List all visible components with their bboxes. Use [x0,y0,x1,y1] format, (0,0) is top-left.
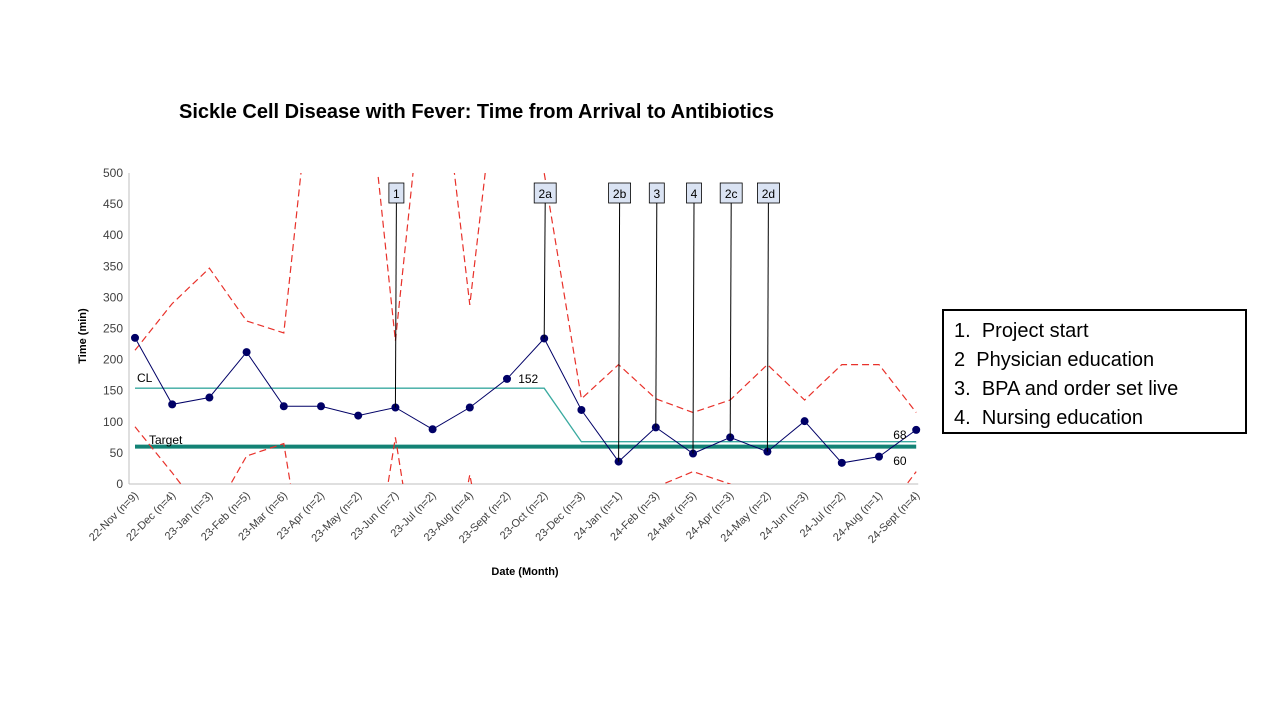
y-tick-label: 50 [110,446,124,460]
lines-layer [131,173,921,484]
y-tick-label: 350 [103,259,123,273]
legend-item-text: BPA and order set live [981,378,1179,400]
y-tick-label: 0 [116,477,123,491]
legend-item-number: 4. [954,407,971,429]
data-point [465,403,474,412]
legend-item: 1. Project start [954,317,1245,346]
annotation-leader [692,202,695,454]
data-point [503,374,511,383]
annotation-label: 2c [725,187,738,201]
annotation-leader [655,202,658,428]
annotation-label: 4 [691,187,698,201]
annotation-label: 2a [539,187,553,201]
data-line [134,337,917,464]
annotation-label: 1 [393,187,400,201]
y-tick-label: 450 [103,197,123,211]
legend-item-number: 2 [954,349,966,371]
x-axis-title: Date (Month) [491,566,559,578]
legend-item-text: Physician education [976,349,1155,371]
annotation-label: 2b [613,187,627,201]
legend-item-text: Project start [981,320,1089,342]
annotation-leader [543,202,546,339]
y-tick-label: 300 [103,290,123,304]
annotation-box [388,182,405,204]
annotation-box [757,182,780,204]
y-tick-label: 200 [103,353,123,367]
y-tick-label: 150 [103,384,123,398]
upper-control-limit [134,173,917,414]
legend-item: 3. BPA and order set live [954,375,1245,404]
label-layer: CL Target 152 68 60 [137,371,907,468]
annotation-label: 2d [762,187,775,201]
data-point [205,393,214,402]
data-point [317,402,325,411]
lower-control-limit [134,426,917,484]
annotation-leader [618,202,621,462]
target-line-label: Target [149,433,183,447]
legend-item-text: Nursing education [981,407,1144,429]
annotation-leader [729,202,732,438]
data-point [428,425,437,434]
annotation-layer: 1 2a 2b 3 4 2c 2d [388,182,780,462]
data-point [837,458,846,467]
y-tick-label: 400 [103,228,123,242]
center-line-label: CL [137,371,153,385]
annotation-leader [394,202,397,408]
legend-item-number: 3. [954,378,971,400]
intervention-legend: 1. Project start 2 Physician education 3… [942,309,1247,434]
legend-item-number: 1. [954,320,971,342]
annotation-box [686,182,702,204]
annotation-box [608,182,631,204]
data-point [800,417,809,426]
annotation-leader [766,202,769,452]
legend-item: 4. Nursing education [954,404,1245,433]
center-line [135,387,917,443]
annotation-box [648,182,665,204]
annotation-box [533,182,557,204]
y-tick-label: 100 [103,415,123,429]
data-point [279,402,288,411]
chart-title: Sickle Cell Disease with Fever: Time fro… [179,101,774,123]
data-point [354,411,363,420]
data-point [168,400,177,409]
y-tick-label: 500 [103,166,123,180]
data-point [875,452,883,461]
data-point [131,333,139,342]
annotation-label: 3 [653,187,660,201]
value-label: 68 [893,428,907,442]
data-point [242,348,251,357]
legend-item: 2 Physician education [954,346,1245,375]
annotation-box [719,182,743,204]
value-label: 152 [518,372,538,386]
data-point [912,425,921,434]
value-label: 60 [893,454,907,468]
y-axis-title: Time (min) [77,308,89,364]
data-point [577,405,586,414]
y-tick-label: 250 [103,322,123,336]
